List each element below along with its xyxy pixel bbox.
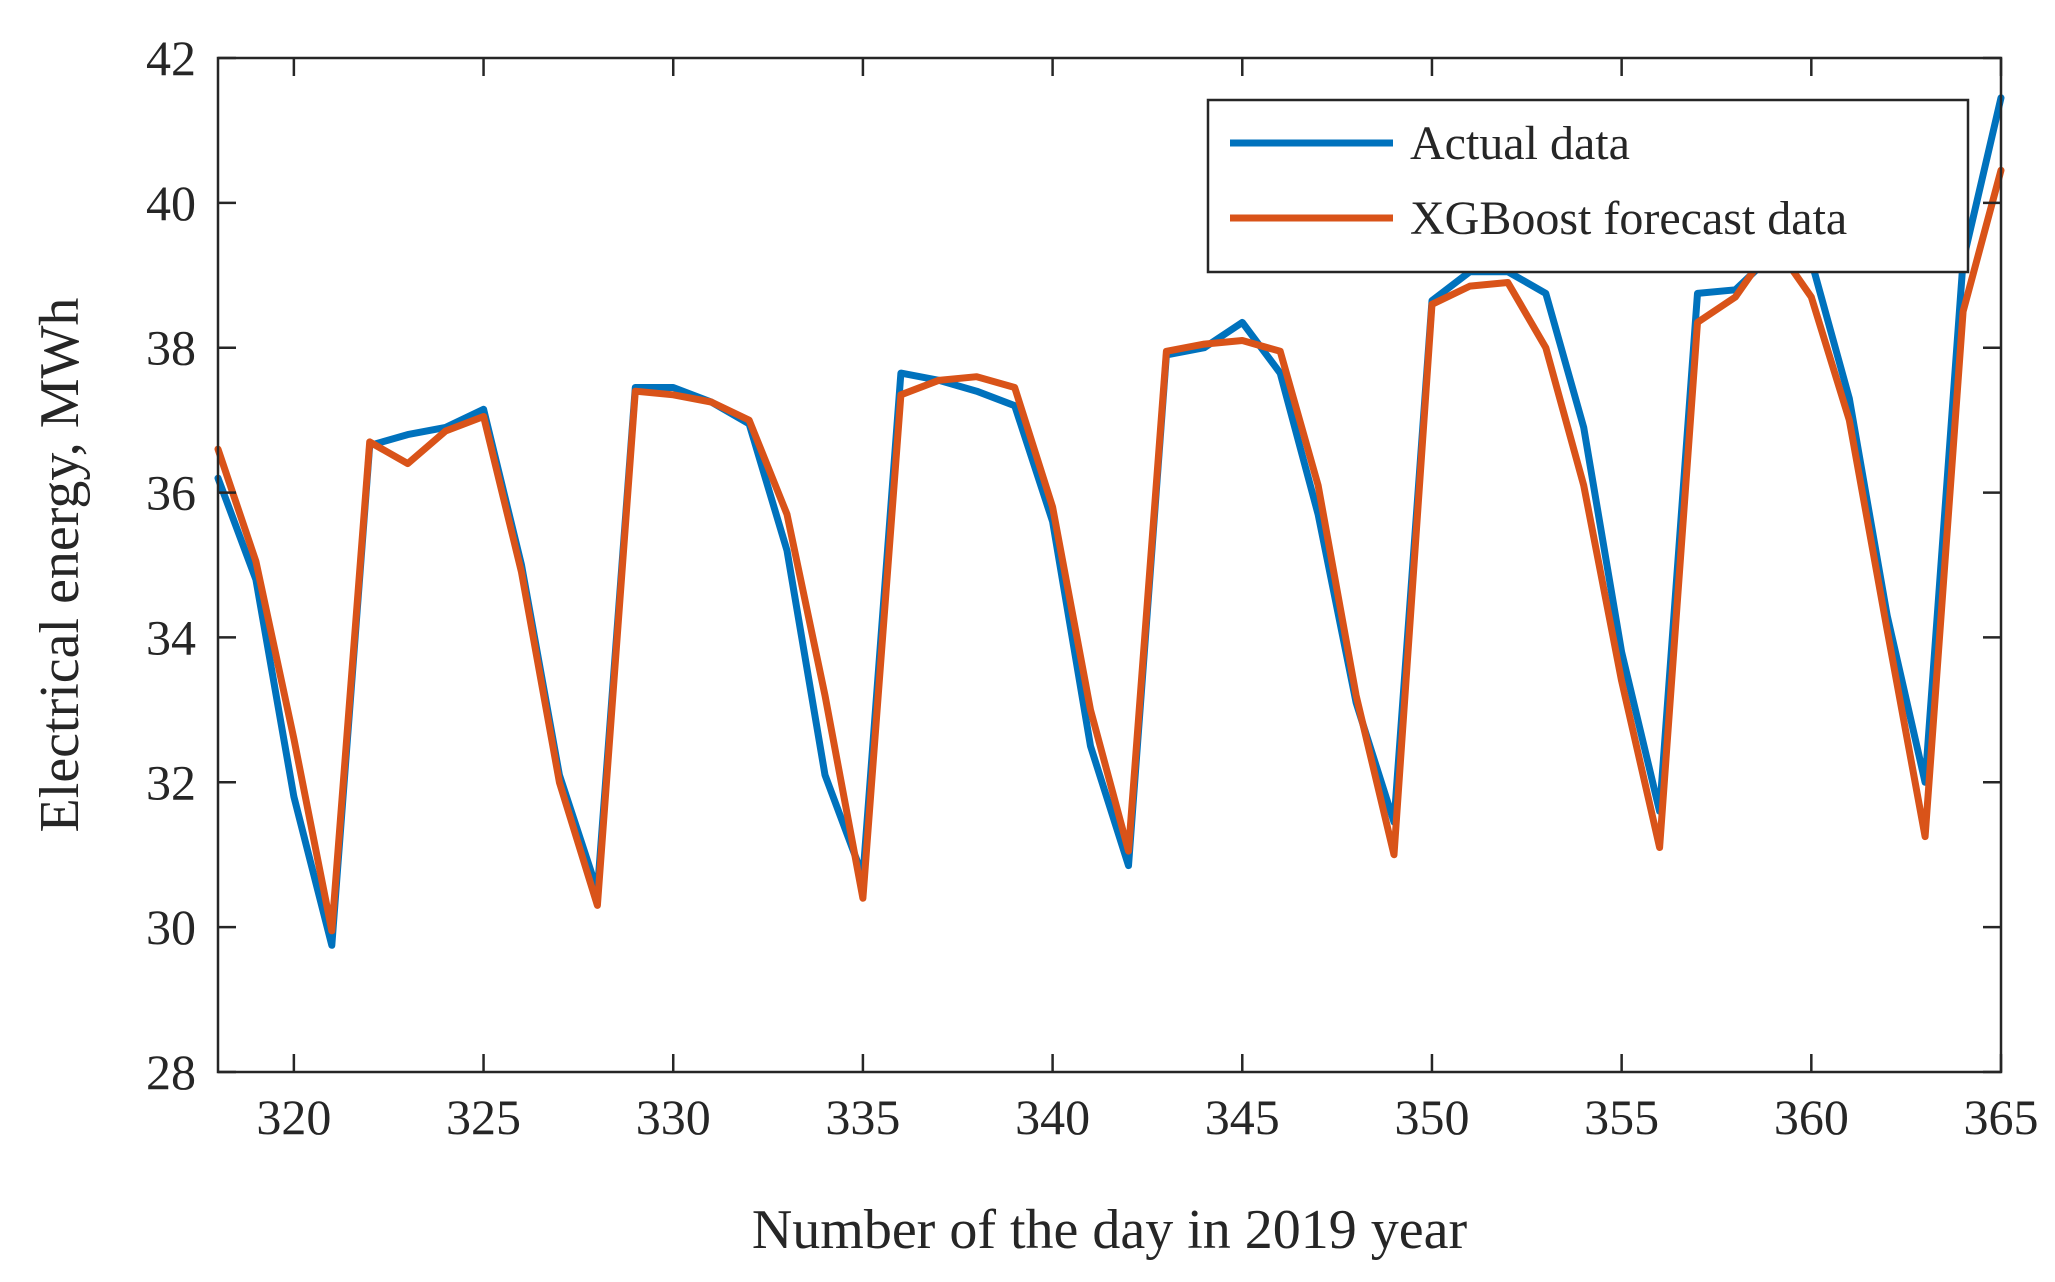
y-tick-label: 28 [146,1044,196,1100]
x-tick-label: 365 [1964,1089,2039,1145]
x-axis-title: Number of the day in 2019 year [752,1199,1468,1261]
x-tick-label: 355 [1584,1089,1659,1145]
y-tick-label: 38 [146,320,196,376]
y-tick-label: 40 [146,175,196,231]
x-tick-label: 345 [1205,1089,1280,1145]
x-tick-label: 350 [1394,1089,1469,1145]
legend-label-actual: Actual data [1410,117,1630,170]
x-tick-label: 320 [256,1089,331,1145]
x-tick-label: 340 [1015,1089,1090,1145]
y-tick-label: 30 [146,899,196,955]
series-line-forecast [214,166,2005,935]
y-tick-label: 32 [146,754,196,810]
legend-label-forecast: XGBoost forecast data [1410,192,1847,245]
legend: Actual data XGBoost forecast data [1206,98,1970,274]
legend-box [1206,98,1970,274]
y-tick-label: 36 [146,465,196,521]
series-layer [214,94,2005,949]
x-tick-label: 330 [636,1089,711,1145]
y-axis-title: Electrical energy, MWh [29,298,91,833]
plot-area-frame [216,56,2003,1074]
y-tick-label: 42 [146,30,196,86]
x-tick-label: 360 [1774,1089,1849,1145]
y-tick-label: 34 [146,609,196,665]
x-tick-label: 325 [446,1089,521,1145]
x-tick-label: 335 [825,1089,900,1145]
